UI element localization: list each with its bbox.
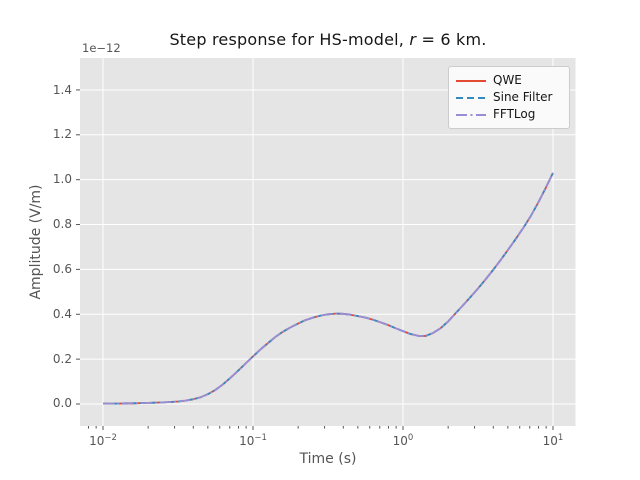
legend-line-solid-icon — [456, 79, 486, 82]
x-axis-label: Time (s) — [299, 451, 357, 467]
y-tick-label-1.0: 1.0 — [52, 172, 72, 186]
y-axis-label: Amplitude (V/m) — [28, 184, 44, 300]
y-tick-label-0.4: 0.4 — [52, 307, 72, 321]
y-tick-label-1.4: 1.4 — [52, 83, 72, 97]
legend-label-sine-filter: Sine Filter — [493, 90, 553, 104]
y-tick-label-0.6: 0.6 — [52, 262, 72, 276]
y-tick-label-0.2: 0.2 — [52, 352, 72, 366]
y-tick-label-0.8: 0.8 — [52, 217, 72, 231]
x-tick-label-1e-1: 10−1 — [239, 433, 267, 448]
y-tick-label-0.0: 0.0 — [52, 396, 72, 410]
legend-line-dashdot-icon — [456, 113, 486, 116]
series-line-fftlog — [103, 172, 554, 405]
legend: QWE Sine Filter FFTLog — [448, 66, 570, 129]
chart-title: Step response for HS-model, r = 6 km. — [80, 30, 576, 49]
chart-title-rest: = 6 km. — [416, 30, 487, 49]
y-tick-label-1.2: 1.2 — [52, 127, 72, 141]
legend-item-qwe: QWE — [456, 72, 562, 89]
legend-label-qwe: QWE — [493, 73, 522, 87]
x-tick-label-1e-2: 10−2 — [89, 433, 117, 448]
chart-title-math-var: r — [409, 30, 417, 49]
legend-item-sine-filter: Sine Filter — [456, 89, 562, 106]
x-tick-label-1e0: 100 — [392, 433, 414, 448]
legend-label-fftlog: FFTLog — [493, 107, 536, 121]
x-tick-label-1e1: 101 — [542, 433, 564, 448]
y-axis-offset-label: 1e−12 — [82, 41, 121, 55]
legend-item-fftlog: FFTLog — [456, 106, 562, 123]
legend-line-dashed-icon — [456, 96, 486, 99]
chart-title-prefix: Step response for HS-model, — [169, 30, 410, 49]
